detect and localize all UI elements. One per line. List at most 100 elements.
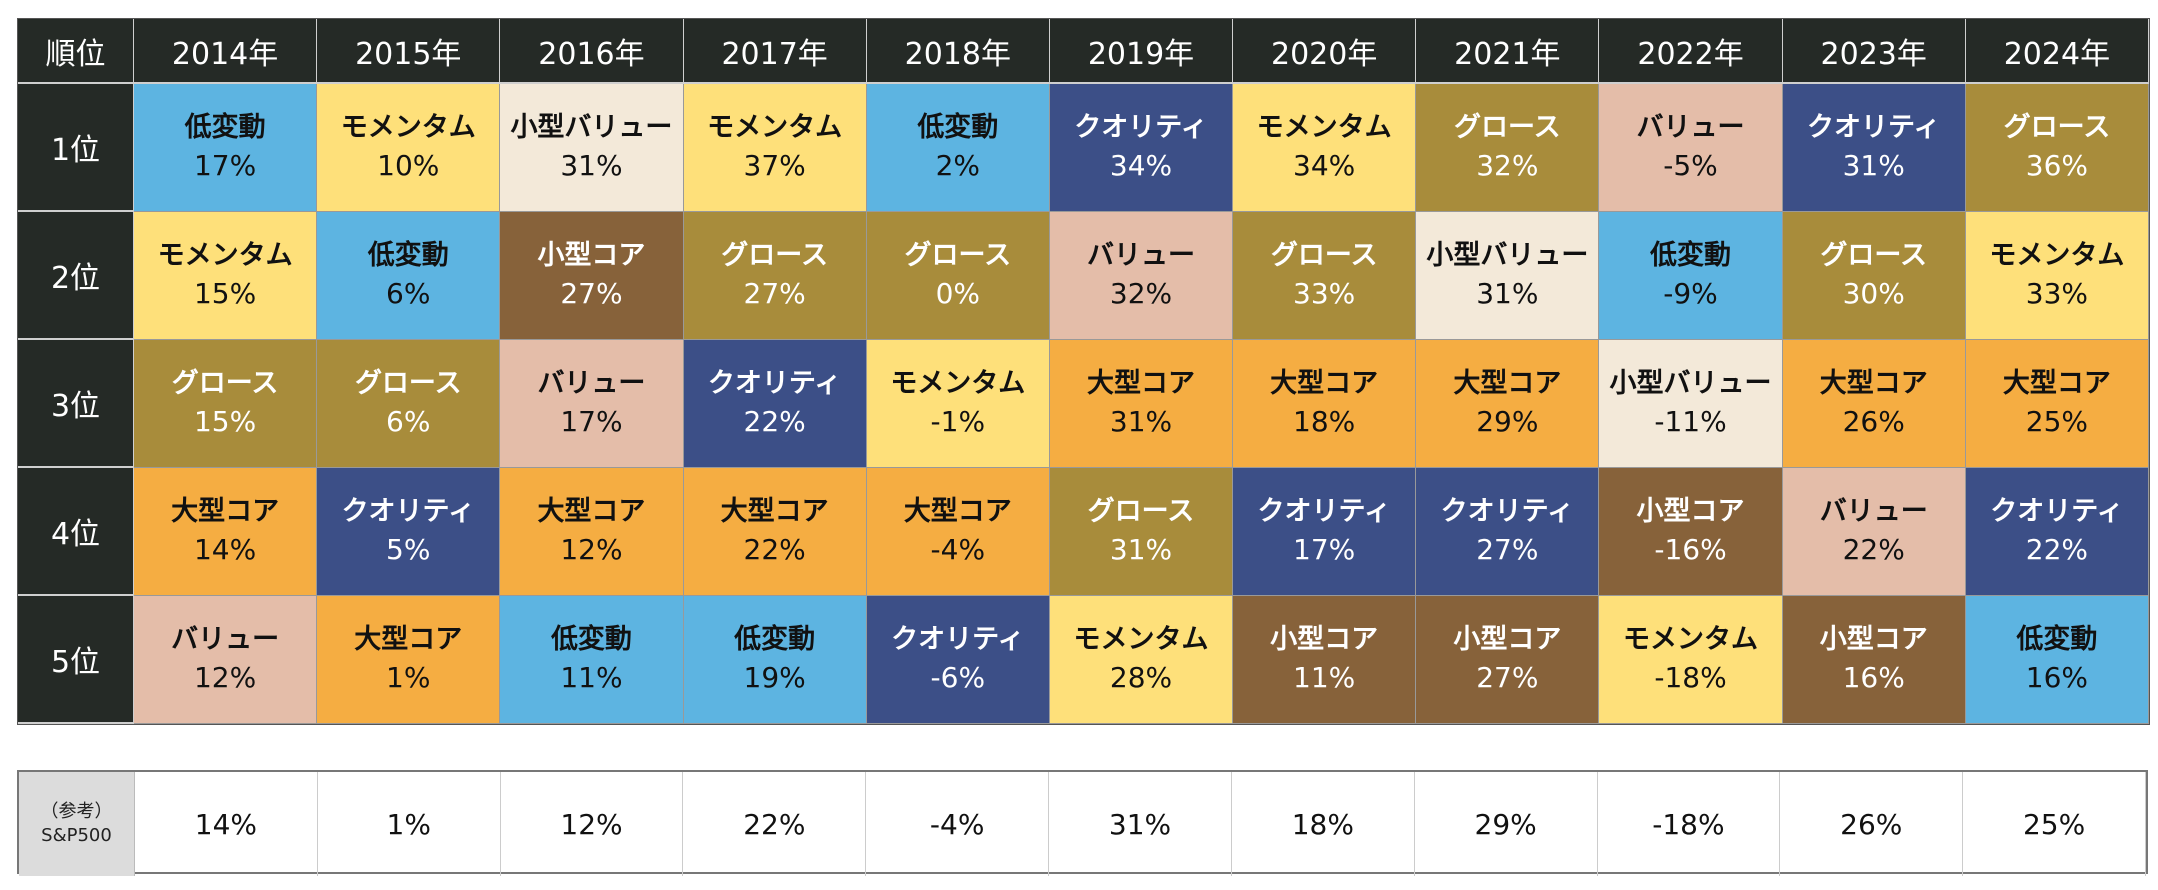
sp500-reference-table: （参考） S&P500 14% 1% 12% 22% -4% 31% 18% 29% -18% 2… xyxy=(17,770,2148,876)
factor-name: 大型コア xyxy=(537,496,646,528)
factor-return: 29% xyxy=(1476,404,1539,438)
factor-name: 大型コア xyxy=(1453,368,1562,400)
rank-label: 3位 xyxy=(18,340,134,468)
ranking-cell: 低変動 11% xyxy=(500,596,684,724)
factor-return: 17% xyxy=(193,148,257,182)
factor-name: 小型コア xyxy=(1636,496,1745,528)
ranking-cell: 小型コア 27% xyxy=(1416,596,1600,724)
factor-return: 36% xyxy=(2025,148,2089,182)
factor-name: バリュー xyxy=(171,624,280,656)
factor-return: -16% xyxy=(1654,532,1727,566)
ranking-cell: クオリティ 22% xyxy=(683,340,867,468)
factor-return: 2% xyxy=(935,148,981,182)
factor-return: -9% xyxy=(1663,276,1718,310)
factor-name: 小型コア xyxy=(537,240,646,272)
ranking-cell: バリュー 32% xyxy=(1049,212,1234,340)
sp500-label: （参考） S&P500 xyxy=(19,772,135,876)
factor-name: クオリティ xyxy=(1257,496,1391,528)
year-header: 2023年 xyxy=(1782,19,1966,84)
factor-return: 33% xyxy=(2025,276,2089,310)
reference-label: （参考） xyxy=(40,800,113,822)
ranking-cell: グロース 30% xyxy=(1782,212,1966,340)
factor-name: 低変動 xyxy=(367,240,449,272)
ranking-cell: 大型コア 31% xyxy=(1049,340,1234,468)
factor-return: -11% xyxy=(1654,404,1727,438)
ranking-cell: 大型コア 18% xyxy=(1233,340,1417,468)
factor-name: 大型コア xyxy=(2002,368,2111,400)
factor-return: 6% xyxy=(386,404,431,438)
ranking-cell: 小型コア 11% xyxy=(1233,596,1417,724)
ranking-cell: クオリティ 31% xyxy=(1782,84,1966,212)
factor-return: 31% xyxy=(1109,404,1173,438)
factor-name: クオリティ xyxy=(1990,496,2124,528)
ranking-cell: グロース 27% xyxy=(683,212,867,340)
corner-header: 順位 xyxy=(18,19,134,84)
factor-name: 大型コア xyxy=(354,624,463,656)
factor-return: 31% xyxy=(1842,148,1905,182)
ranking-cell: 大型コア 12% xyxy=(500,468,684,596)
factor-name: クオリティ xyxy=(341,496,475,528)
factor-return: 31% xyxy=(560,148,623,182)
ranking-cell: 低変動 -9% xyxy=(1599,212,1783,340)
ranking-cell: グロース 32% xyxy=(1416,84,1600,212)
factor-name: 大型コア xyxy=(1086,368,1195,400)
factor-name: グロース xyxy=(1270,240,1378,272)
ranking-cell: グロース 31% xyxy=(1049,468,1234,596)
factor-return: 27% xyxy=(1476,660,1539,694)
ranking-cell: クオリティ -6% xyxy=(866,596,1050,724)
year-header: 2017年 xyxy=(683,19,867,84)
factor-return: 30% xyxy=(1842,276,1905,310)
ranking-cell: モメンタム 28% xyxy=(1049,596,1234,724)
year-header: 2015年 xyxy=(317,19,501,84)
factor-return: -4% xyxy=(930,532,986,566)
factor-name: 低変動 xyxy=(2016,624,2098,656)
sp500-return: 22% xyxy=(683,772,867,876)
factor-name: 小型コア xyxy=(1819,624,1928,656)
factor-return: -5% xyxy=(1663,148,1718,182)
factor-return: 32% xyxy=(1476,148,1539,182)
factor-return: 17% xyxy=(560,404,623,438)
year-header: 2024年 xyxy=(1965,19,2149,84)
factor-name: クオリティ xyxy=(1074,112,1208,144)
sp500-return: 25% xyxy=(1963,772,2146,876)
factor-name: グロース xyxy=(721,240,828,272)
factor-return: 0% xyxy=(935,276,981,310)
factor-name: 大型コア xyxy=(903,496,1012,528)
factor-name: モメンタム xyxy=(1989,240,2125,272)
year-header: 2020年 xyxy=(1233,19,1417,84)
factor-return: 1% xyxy=(386,660,431,694)
ranking-cell: 大型コア 26% xyxy=(1782,340,1966,468)
ranking-cell: モメンタム -18% xyxy=(1599,596,1783,724)
factor-return: 28% xyxy=(1109,660,1173,694)
factor-name: クオリティ xyxy=(1807,112,1941,144)
ranking-cell: 大型コア 29% xyxy=(1416,340,1600,468)
ranking-cell: バリュー 12% xyxy=(134,596,318,724)
factor-return: 15% xyxy=(193,276,257,310)
ranking-cell: 小型バリュー -11% xyxy=(1599,340,1783,468)
ranking-cell: グロース 6% xyxy=(317,340,501,468)
factor-return: 34% xyxy=(1293,148,1356,182)
factor-return: 27% xyxy=(743,276,806,310)
ranking-cell: バリュー 17% xyxy=(500,340,684,468)
factor-name: グロース xyxy=(1454,112,1561,144)
ranking-cell: 大型コア 1% xyxy=(317,596,501,724)
ranking-cell: モメンタム -1% xyxy=(866,340,1050,468)
ranking-cell: 小型バリュー 31% xyxy=(1416,212,1600,340)
factor-name: 低変動 xyxy=(550,624,632,656)
rank-label: 2位 xyxy=(18,212,134,340)
factor-return: 5% xyxy=(386,532,431,566)
year-header: 2021年 xyxy=(1416,19,1600,84)
ranking-cell: モメンタム 37% xyxy=(683,84,867,212)
factor-name: 小型バリュー xyxy=(1609,368,1772,400)
factor-name: バリュー xyxy=(537,368,646,400)
factor-return: 18% xyxy=(1293,404,1356,438)
factor-name: バリュー xyxy=(1636,112,1745,144)
ranking-cell: クオリティ 17% xyxy=(1233,468,1417,596)
sp500-return: -4% xyxy=(866,772,1050,876)
factor-name: 小型バリュー xyxy=(1426,240,1589,272)
ranking-cell: 低変動 17% xyxy=(134,84,318,212)
year-header: 2022年 xyxy=(1599,19,1783,84)
factor-name: 低変動 xyxy=(734,624,816,656)
ranking-cell: グロース 0% xyxy=(866,212,1050,340)
factor-name: モメンタム xyxy=(157,240,293,272)
